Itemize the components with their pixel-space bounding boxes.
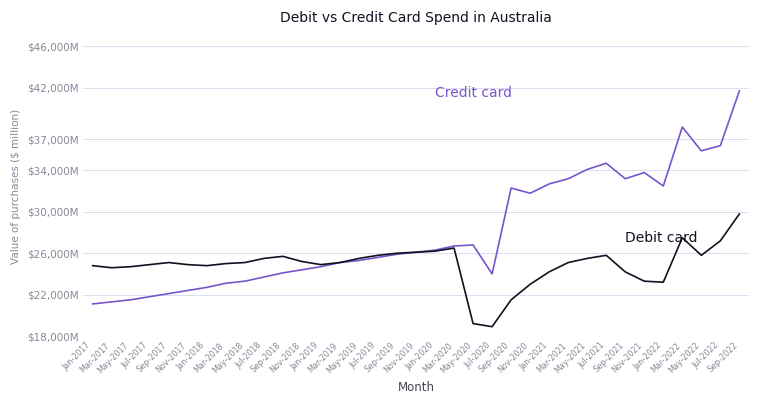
- X-axis label: Month: Month: [397, 381, 435, 394]
- Y-axis label: Value of purchases ($ million): Value of purchases ($ million): [11, 109, 21, 264]
- Text: Debit card: Debit card: [625, 231, 698, 245]
- Title: Debit vs Credit Card Spend in Australia: Debit vs Credit Card Spend in Australia: [280, 11, 552, 25]
- Text: Credit card: Credit card: [435, 86, 511, 100]
